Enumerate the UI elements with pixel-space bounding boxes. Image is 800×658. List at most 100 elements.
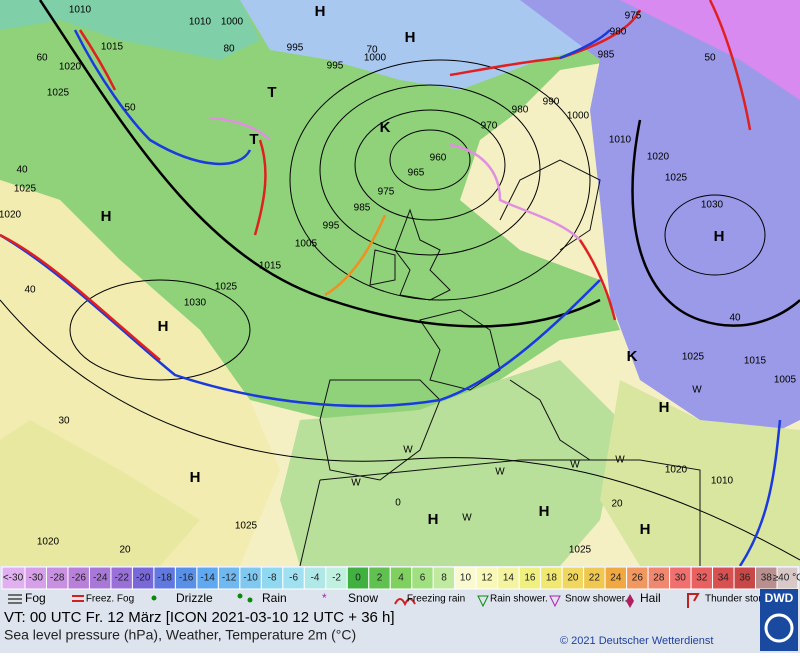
pressure-center: H	[158, 318, 169, 335]
icon-rain	[238, 594, 243, 599]
colorbar-label: -28	[50, 573, 65, 584]
isobar-label: 1010	[69, 5, 92, 16]
legend-drizzle: Drizzle	[176, 591, 213, 605]
colorbar-label: 20	[567, 573, 579, 584]
isotherm-label: 20	[119, 545, 131, 556]
logo-text: DWD	[765, 591, 794, 605]
legend-snow-shower: Snow shower.	[565, 594, 627, 605]
icon-rain	[248, 598, 253, 603]
pressure-center: K	[627, 348, 638, 365]
legend-fog: Fog	[25, 591, 46, 605]
colorbar-label: -2	[332, 573, 341, 584]
legend-snow: Snow	[348, 591, 378, 605]
isobar-label: 1000	[221, 17, 244, 28]
colorbar-label: -20	[136, 573, 151, 584]
isotherm-label: 40	[729, 313, 741, 324]
isotherm-label: 60	[36, 53, 48, 64]
isobar-label: 970	[481, 121, 498, 132]
pressure-center: H	[190, 469, 201, 486]
isobar-label: 1005	[774, 375, 797, 386]
isobar-label: 1020	[0, 210, 22, 221]
isobar-label: 1025	[665, 173, 688, 184]
legend-freezing-rain: Freezing rain	[407, 594, 465, 605]
isobar-label: 1025	[14, 184, 37, 195]
colorbar-label: 18	[546, 573, 558, 584]
isobar-label: 1010	[609, 135, 632, 146]
colorbar-label: 36	[739, 573, 751, 584]
isobar-label: 985	[354, 203, 371, 214]
colorbar-label: 24	[610, 573, 622, 584]
colorbar-label: 16	[524, 573, 536, 584]
isobar-label: 1015	[101, 42, 124, 53]
colorbar-label: -30	[29, 573, 44, 584]
isobar-label: 1025	[235, 521, 258, 532]
pressure-center: T	[267, 84, 276, 101]
isobar-label: 1025	[682, 352, 705, 363]
isotherm-label: 40	[16, 165, 28, 176]
pressure-center: K	[380, 119, 391, 136]
weather-mark: W	[570, 460, 580, 471]
colorbar-label: 6	[420, 573, 426, 584]
colorbar-label: -16	[179, 573, 194, 584]
isobar-label: 980	[512, 105, 529, 116]
colorbar-label: -8	[268, 573, 277, 584]
isobar-label: 1020	[37, 537, 60, 548]
icon-drizzle	[152, 596, 157, 601]
isobar-label: 1005	[295, 239, 318, 250]
isobar-label: 1010	[711, 476, 734, 487]
isotherm-label: 80	[223, 44, 235, 55]
isobar-label: 1030	[701, 200, 724, 211]
pressure-center: H	[659, 399, 670, 416]
colorbar-label: 12	[481, 573, 493, 584]
colorbar-label: 14	[503, 573, 515, 584]
weather-mark: W	[692, 385, 702, 396]
isobar-label: 995	[327, 61, 344, 72]
isotherm-label: 50	[704, 53, 716, 64]
isobar-label: 1010	[189, 17, 212, 28]
colorbar-label: -12	[222, 573, 237, 584]
icon-snow: *	[322, 591, 327, 605]
pressure-center: H	[539, 503, 550, 520]
pressure-center: H	[315, 3, 326, 20]
weather-mark: W	[495, 467, 505, 478]
pressure-center: H	[428, 511, 439, 528]
legend-freezing-fog: Freez. Fog	[86, 594, 134, 605]
isotherm-label: 30	[58, 416, 70, 427]
colorbar-label: 30	[675, 573, 687, 584]
legend-rain: Rain	[262, 591, 287, 605]
colorbar-label: -4	[311, 573, 320, 584]
isobar-label: 1025	[569, 545, 592, 556]
isobar-label: 1020	[59, 62, 82, 73]
colorbar-label: 2	[377, 573, 383, 584]
isobar-label: 990	[543, 97, 560, 108]
map: 1010 1010 1000 1015 995 1000 1020 1025 995 980 985…	[0, 0, 800, 566]
weather-mark: W	[351, 478, 361, 489]
colorbar-label: -14	[200, 573, 215, 584]
colorbar-label: 34	[718, 573, 730, 584]
isobar-label: 965	[408, 168, 425, 179]
pressure-center: T	[249, 131, 258, 148]
isotherm-label: 20	[611, 499, 623, 510]
pressure-center: H	[405, 29, 416, 46]
isobar-label: 985	[598, 50, 615, 61]
isobar-label: 995	[287, 43, 304, 54]
isobar-label: 1025	[47, 88, 70, 99]
isobar-label: 975	[625, 11, 642, 22]
colorbar-label: 8	[441, 573, 447, 584]
isotherm-label: 70	[366, 45, 378, 56]
colorbar-label: 32	[696, 573, 708, 584]
colorbar-label: 4	[398, 573, 404, 584]
isobar-label: 1000	[567, 111, 590, 122]
isobar-label: 1025	[215, 282, 238, 293]
isobar-label: 960	[430, 153, 447, 164]
copyright: © 2021 Deutscher Wetterdienst	[560, 635, 713, 647]
colorbar-label: -26	[71, 573, 86, 584]
colorbar-label: -24	[93, 573, 108, 584]
isotherm-label: 0	[395, 498, 401, 509]
isobar-label: 1030	[184, 298, 207, 309]
valid-time: VT: 00 UTC Fr. 12 März [ICON 2021-03-10 …	[4, 609, 395, 626]
colorbar-label: -22	[114, 573, 129, 584]
colorbar-high-label: ≥40 °C	[773, 573, 800, 584]
isobar-label: 980	[610, 27, 627, 38]
legend-rain-shower: Rain shower.	[490, 594, 548, 605]
